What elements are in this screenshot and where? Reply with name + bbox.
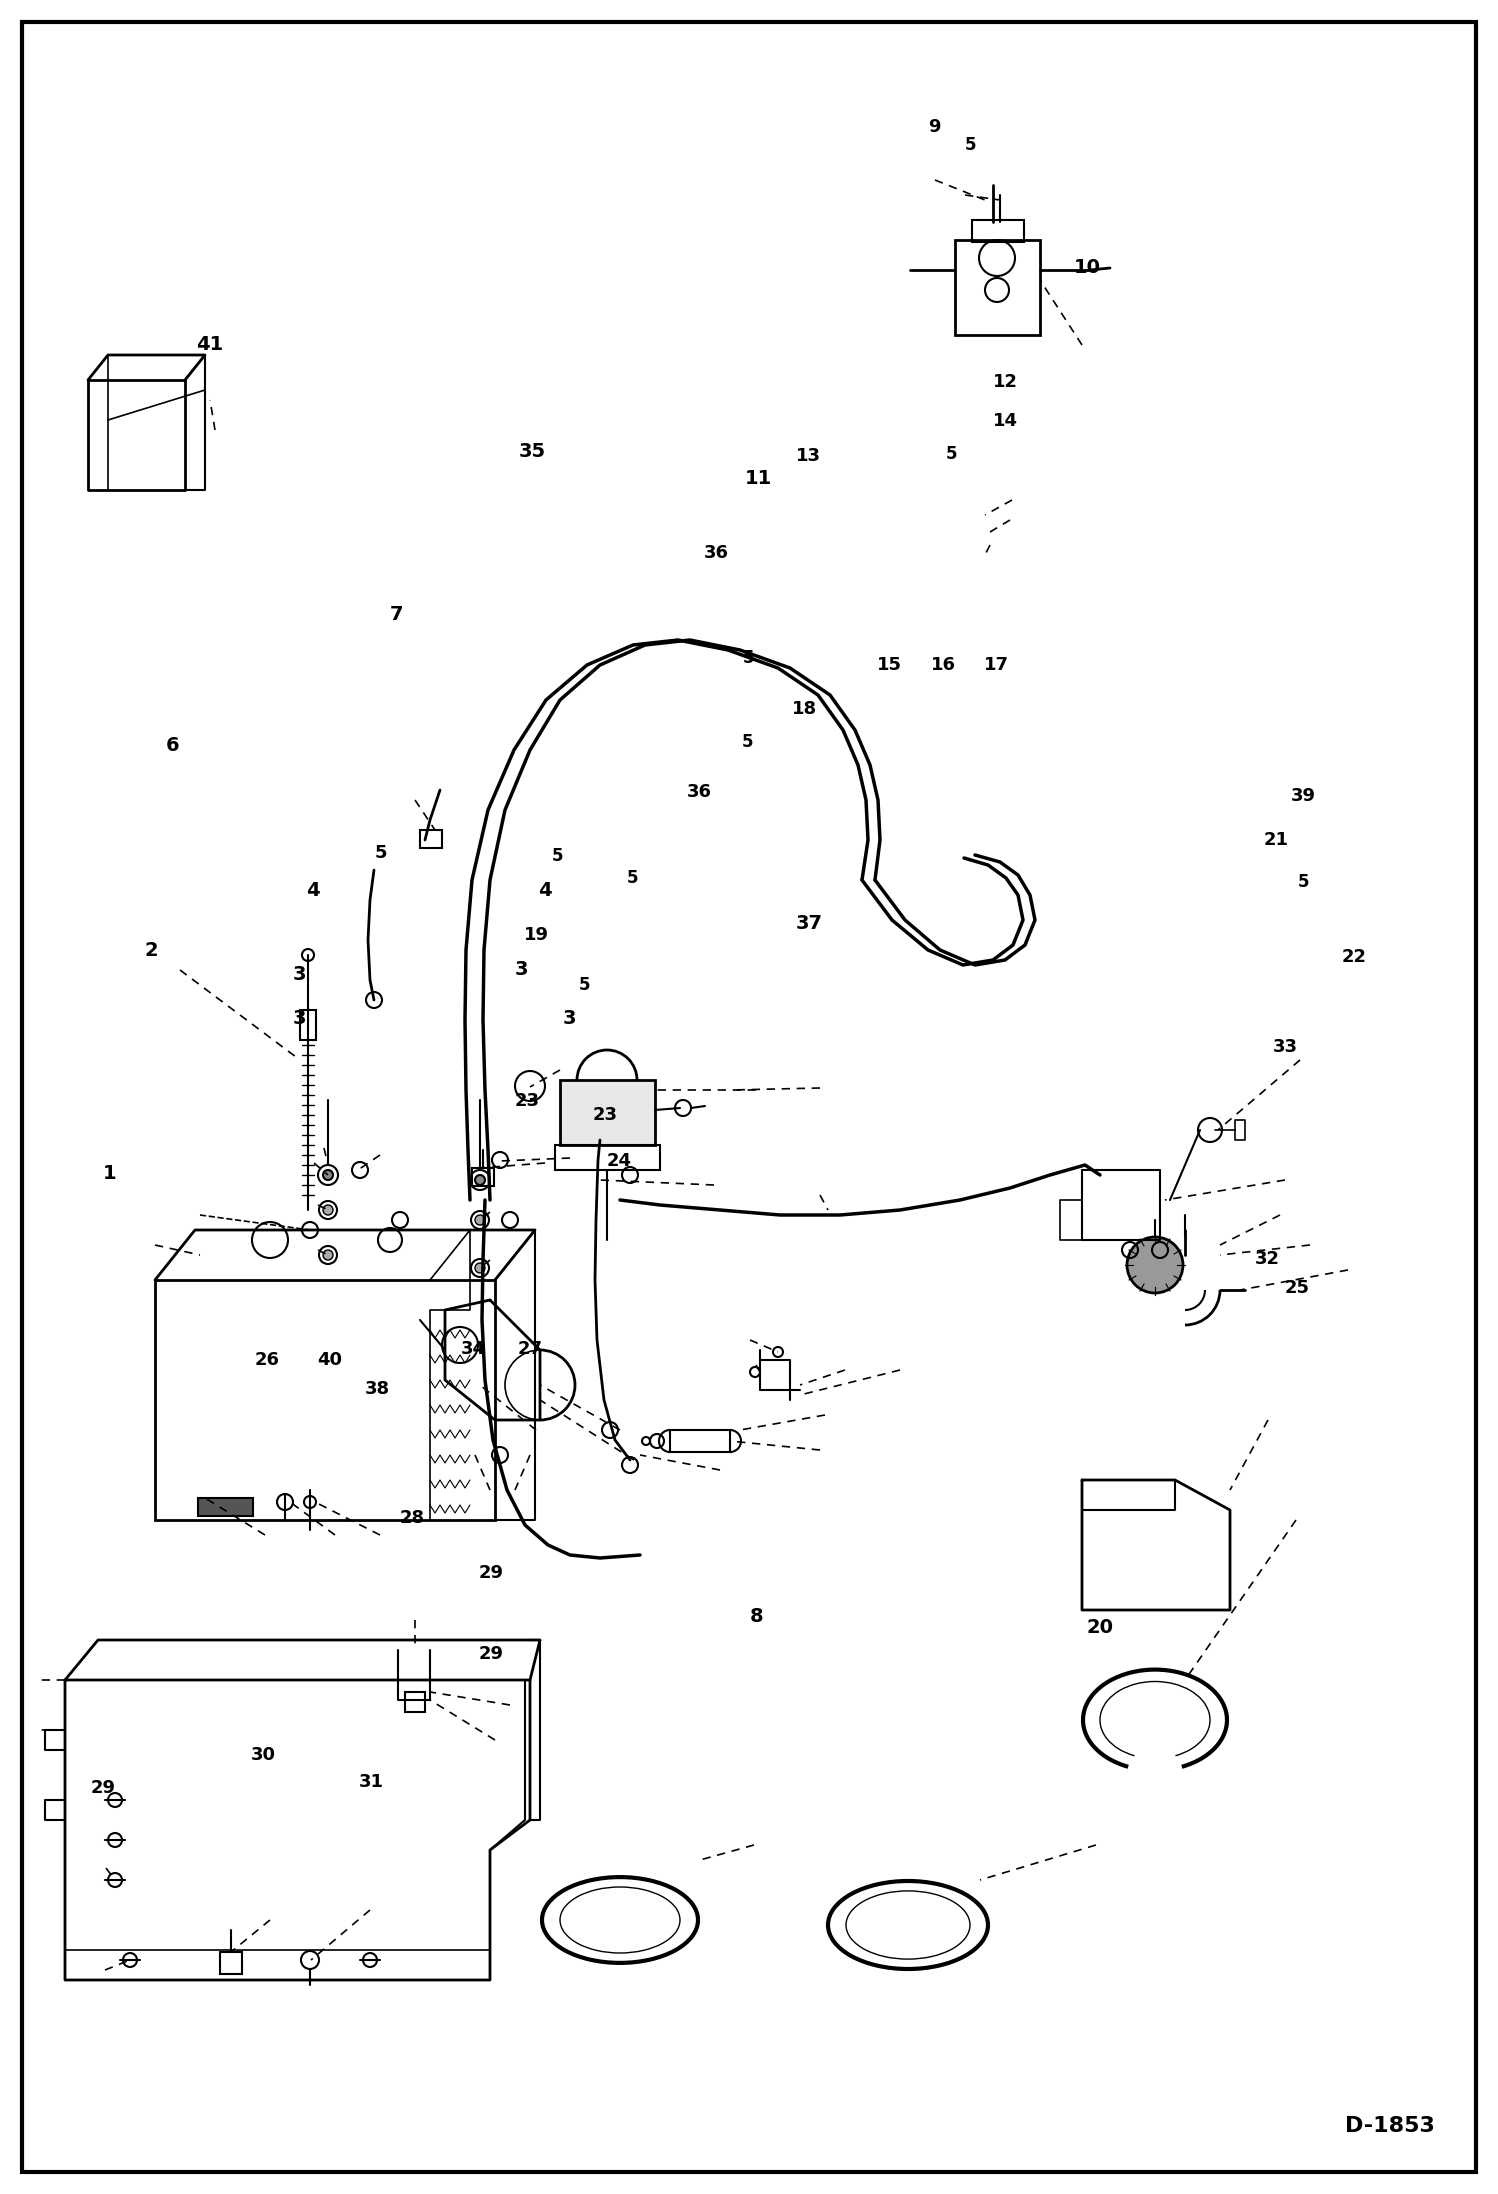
Ellipse shape xyxy=(475,1215,485,1224)
Bar xyxy=(300,1009,316,1040)
Bar xyxy=(560,1079,655,1145)
Text: 5: 5 xyxy=(945,445,957,463)
Text: 20: 20 xyxy=(1086,1619,1113,1637)
Text: 23: 23 xyxy=(515,1093,539,1110)
Text: 36: 36 xyxy=(688,783,712,801)
Text: 5: 5 xyxy=(1297,873,1309,891)
Text: 4: 4 xyxy=(538,882,553,900)
Bar xyxy=(198,1499,253,1516)
Text: 39: 39 xyxy=(1291,788,1315,805)
Text: 28: 28 xyxy=(400,1509,424,1527)
Bar xyxy=(554,1145,661,1169)
Text: 24: 24 xyxy=(607,1152,631,1169)
Text: 4: 4 xyxy=(306,882,321,900)
Text: 5: 5 xyxy=(626,869,638,886)
Text: 29: 29 xyxy=(479,1564,503,1582)
Text: 29: 29 xyxy=(91,1779,115,1797)
Ellipse shape xyxy=(324,1205,333,1215)
Text: 3: 3 xyxy=(514,961,529,979)
Bar xyxy=(972,219,1025,241)
Text: 11: 11 xyxy=(745,470,771,487)
Text: 5: 5 xyxy=(742,733,753,750)
Text: 37: 37 xyxy=(795,915,822,932)
Text: 14: 14 xyxy=(993,412,1017,430)
Text: 35: 35 xyxy=(518,443,545,461)
Ellipse shape xyxy=(324,1251,333,1259)
Bar xyxy=(404,1692,425,1711)
Bar xyxy=(419,829,442,849)
Text: 3: 3 xyxy=(292,965,307,983)
Text: 27: 27 xyxy=(518,1341,542,1358)
Text: 34: 34 xyxy=(461,1341,485,1358)
Text: 2: 2 xyxy=(144,941,159,959)
Text: 7: 7 xyxy=(389,606,404,623)
Text: 40: 40 xyxy=(318,1352,342,1369)
Text: 13: 13 xyxy=(797,448,821,465)
Ellipse shape xyxy=(475,1264,485,1273)
Text: 41: 41 xyxy=(196,336,223,353)
Text: 17: 17 xyxy=(984,656,1008,674)
Text: 18: 18 xyxy=(792,700,816,717)
Text: 3: 3 xyxy=(292,1009,307,1027)
Bar xyxy=(472,1167,494,1187)
Text: 5: 5 xyxy=(578,976,590,994)
Text: 25: 25 xyxy=(1285,1279,1309,1297)
Text: 38: 38 xyxy=(366,1380,389,1398)
Text: 32: 32 xyxy=(1255,1251,1279,1268)
Text: 10: 10 xyxy=(1074,259,1101,276)
Text: 33: 33 xyxy=(1273,1038,1297,1055)
Text: 21: 21 xyxy=(1264,832,1288,849)
Text: 3: 3 xyxy=(562,1009,577,1027)
Text: 5: 5 xyxy=(965,136,977,154)
Text: 1: 1 xyxy=(102,1165,117,1183)
Text: 15: 15 xyxy=(878,656,902,674)
Text: D-1853: D-1853 xyxy=(1345,2115,1435,2137)
Text: 6: 6 xyxy=(165,737,180,755)
Text: 30: 30 xyxy=(252,1746,276,1764)
Text: 9: 9 xyxy=(929,118,941,136)
Ellipse shape xyxy=(324,1169,333,1180)
Ellipse shape xyxy=(475,1176,485,1185)
Ellipse shape xyxy=(1126,1237,1183,1292)
Text: 22: 22 xyxy=(1342,948,1366,965)
Text: 5: 5 xyxy=(551,847,563,864)
Bar xyxy=(670,1430,730,1452)
Text: 8: 8 xyxy=(749,1608,764,1626)
Text: 36: 36 xyxy=(704,544,728,562)
Text: 29: 29 xyxy=(479,1646,503,1663)
Text: 19: 19 xyxy=(524,926,548,943)
Text: 12: 12 xyxy=(993,373,1017,391)
Text: 23: 23 xyxy=(593,1106,617,1123)
Bar xyxy=(154,1279,494,1520)
Text: 26: 26 xyxy=(255,1352,279,1369)
Bar xyxy=(956,239,1040,336)
Text: 5: 5 xyxy=(743,649,755,667)
Text: 5: 5 xyxy=(374,845,386,862)
Text: 31: 31 xyxy=(360,1773,383,1790)
Bar xyxy=(220,1953,243,1975)
Text: 16: 16 xyxy=(932,656,956,674)
